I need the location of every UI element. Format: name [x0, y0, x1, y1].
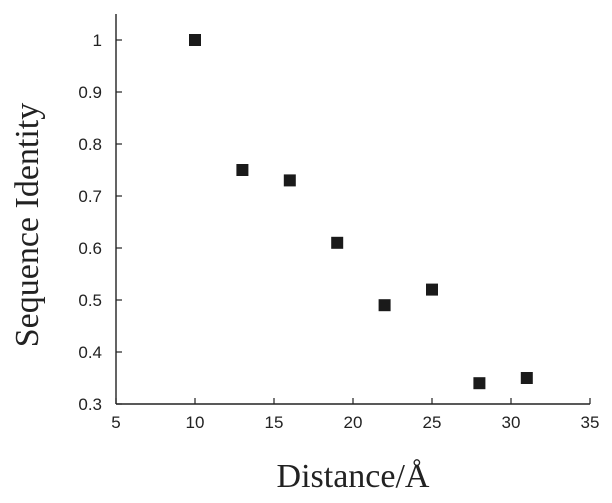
x-tick-label: 15 [265, 413, 284, 432]
data-point [520, 372, 533, 384]
data-points [189, 34, 533, 390]
y-tick-label: 0.5 [78, 291, 102, 310]
data-point [378, 299, 391, 312]
y-ticks: 0.3 0.4 0.5 0.6 0.7 0.8 0.9 1 [78, 31, 122, 414]
data-point [236, 164, 249, 176]
y-tick-label: 0.7 [78, 187, 102, 206]
y-tick-label: 0.3 [78, 395, 102, 414]
data-point [283, 174, 296, 187]
data-point [189, 34, 201, 46]
y-axis-title: Sequence Identity [9, 103, 46, 348]
x-tick-label: 20 [344, 413, 363, 432]
x-tick-label: 10 [186, 413, 205, 432]
y-tick-label: 0.9 [78, 83, 102, 102]
x-tick-label: 35 [581, 413, 600, 432]
x-tick-label: 25 [423, 413, 442, 432]
y-tick-label: 0.8 [78, 135, 102, 154]
x-tick-label: 30 [502, 413, 521, 432]
axes [115, 14, 590, 405]
y-tick-label: 1 [93, 31, 102, 50]
x-ticks: 5 10 15 20 25 30 35 [111, 398, 599, 432]
y-tick-label: 0.4 [78, 343, 102, 362]
data-point [331, 236, 344, 249]
x-axis-title: Distance/Å [277, 458, 430, 495]
data-point [426, 283, 438, 296]
data-point [473, 377, 486, 390]
y-tick-label: 0.6 [78, 239, 102, 258]
x-tick-label: 5 [111, 413, 120, 432]
